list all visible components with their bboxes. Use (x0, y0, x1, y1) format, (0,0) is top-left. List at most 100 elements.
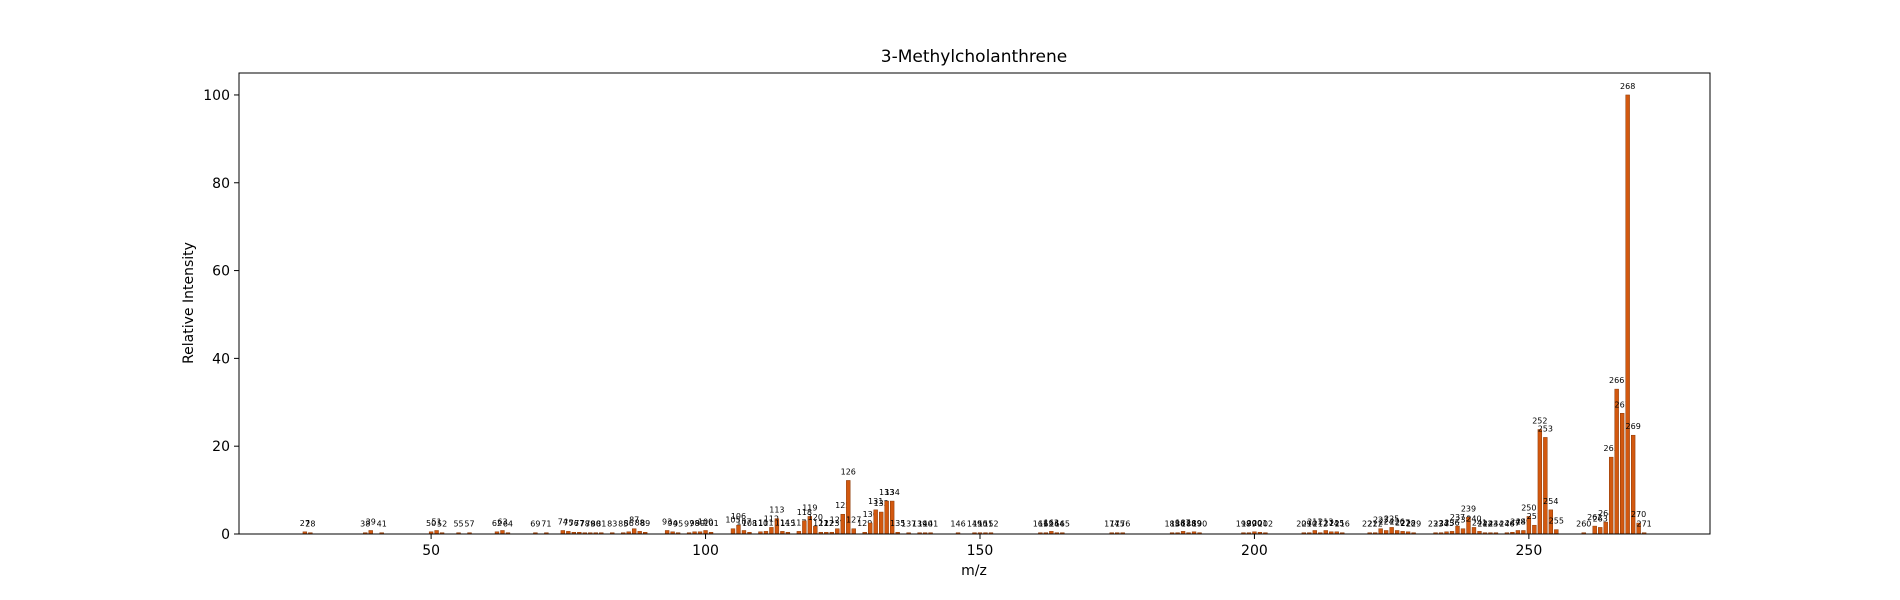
bar (1378, 528, 1383, 535)
value-label: 50 (426, 519, 436, 528)
value-label: 229 (1406, 520, 1421, 529)
x-tick-label: 100 (692, 543, 719, 559)
value-label: 132 (874, 499, 889, 508)
bar (1554, 529, 1559, 535)
value-label: 100 (698, 517, 713, 526)
value-label: 247 (1505, 519, 1520, 528)
value-label: 212 (1313, 520, 1328, 529)
value-label: 93 (662, 517, 672, 526)
value-label: 226 (1389, 517, 1404, 526)
value-label: 202 (1258, 520, 1273, 529)
value-label: 240 (1466, 514, 1481, 523)
value-label: 268 (1620, 82, 1635, 91)
value-label: 117 (791, 518, 806, 527)
value-label: 118 (797, 508, 812, 517)
y-axis-label: Relative Intensity (181, 242, 197, 364)
x-tick-label: 50 (422, 543, 440, 559)
value-label: 98 (689, 519, 699, 528)
value-label: 254 (1543, 497, 1558, 506)
value-label: 97 (684, 520, 694, 529)
y-tick-label: 20 (212, 439, 230, 455)
value-label: 80 (591, 520, 601, 529)
bar (1323, 530, 1328, 535)
bar (703, 530, 708, 535)
bar (1603, 521, 1608, 535)
value-label: 271 (1636, 520, 1651, 529)
value-label: 63 (497, 517, 507, 526)
bar (1389, 527, 1394, 535)
value-label: 87 (629, 516, 639, 525)
value-label: 86 (624, 519, 634, 528)
value-label: 222 (1368, 520, 1383, 529)
value-label: 127 (846, 516, 861, 525)
value-label: 162 (1038, 520, 1053, 529)
bar (868, 522, 873, 535)
bar (1598, 527, 1603, 535)
value-label: 123 (824, 519, 839, 528)
value-label: 75 (563, 518, 573, 527)
value-label: 237 (1450, 513, 1465, 522)
value-label: 76 (569, 519, 579, 528)
value-label: 252 (1532, 417, 1547, 426)
value-label: 234 (1433, 520, 1448, 529)
bar (1460, 528, 1466, 535)
x-tick-label: 250 (1516, 543, 1543, 559)
value-label: 113 (769, 506, 784, 515)
value-label: 71 (541, 520, 551, 529)
bar (632, 528, 637, 535)
value-label: 152 (983, 520, 998, 529)
value-label: 241 (1472, 518, 1487, 527)
value-label: 112 (764, 514, 779, 523)
value-label: 216 (1335, 520, 1350, 529)
value-label: 189 (1186, 519, 1201, 528)
value-label: 248 (1510, 517, 1525, 526)
value-label: 186 (1170, 520, 1185, 529)
y-tick-label: 100 (203, 88, 230, 104)
value-label: 111 (758, 518, 773, 527)
bar (802, 520, 807, 535)
value-label: 94 (668, 519, 678, 528)
chart-title: 3-Methylcholanthrene (881, 47, 1068, 67)
value-label: 164 (1049, 520, 1064, 529)
value-label: 233 (1428, 520, 1443, 529)
value-label: 200 (1247, 519, 1262, 528)
value-label: 125 (835, 501, 850, 510)
x-tick-label: 200 (1241, 543, 1268, 559)
y-tick-label: 0 (221, 527, 230, 543)
value-label: 187 (1175, 518, 1190, 527)
value-label: 74 (558, 517, 568, 526)
value-label: 110 (753, 519, 768, 528)
value-label: 263 (1593, 514, 1608, 523)
value-label: 114 (775, 518, 790, 527)
value-label: 52 (437, 520, 447, 529)
value-label: 28 (305, 520, 315, 529)
value-label: 266 (1609, 376, 1624, 385)
value-label: 176 (1115, 520, 1130, 529)
bar (500, 530, 505, 535)
value-label: 198 (1236, 520, 1251, 529)
value-label: 57 (464, 520, 474, 529)
value-label: 199 (1241, 520, 1256, 529)
value-label: 131 (868, 497, 883, 506)
value-label: 140 (917, 520, 932, 529)
bar (1394, 530, 1400, 535)
bar (1609, 456, 1614, 535)
bar (1383, 530, 1389, 535)
y-tick-label: 80 (212, 176, 230, 192)
value-label: 210 (1302, 520, 1317, 529)
value-label: 161 (1033, 520, 1048, 529)
bar (769, 527, 774, 535)
value-label: 51 (432, 517, 442, 526)
value-label: 215 (1329, 519, 1344, 528)
bar (1620, 413, 1625, 535)
value-label: 211 (1307, 517, 1322, 526)
value-label: 135 (890, 519, 905, 528)
value-label: 95 (673, 520, 683, 529)
value-label: 242 (1477, 520, 1492, 529)
value-label: 250 (1521, 503, 1536, 512)
value-label: 119 (802, 503, 817, 512)
value-label: 185 (1164, 520, 1179, 529)
bar (851, 528, 856, 535)
value-label: 133 (879, 488, 894, 497)
value-label: 269 (1626, 422, 1641, 431)
